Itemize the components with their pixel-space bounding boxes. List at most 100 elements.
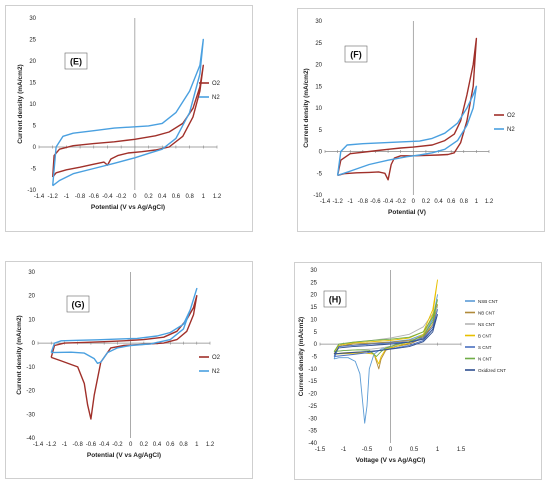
x-axis-label: Potential (V vs Ag/AgCl) bbox=[87, 452, 161, 459]
y-tick-label: -5 bbox=[317, 171, 323, 177]
x-tick-label: -1 bbox=[341, 447, 347, 453]
y-tick-label: 20 bbox=[29, 59, 36, 65]
legend-label: Oxidized CNT bbox=[478, 368, 506, 373]
x-tick-label: 0.8 bbox=[185, 194, 194, 200]
y-tick-label: 10 bbox=[29, 102, 36, 108]
y-tick-label: -10 bbox=[27, 188, 36, 194]
x-tick-label: -1 bbox=[348, 199, 354, 205]
x-tick-label: -0.4 bbox=[99, 442, 110, 448]
y-axis-label: Current density (mA/cm2) bbox=[298, 317, 305, 396]
x-tick-label: 0.8 bbox=[460, 199, 469, 205]
y-tick-label: 0 bbox=[314, 342, 318, 348]
y-tick-label: -10 bbox=[26, 365, 35, 371]
y-tick-label: 0 bbox=[319, 150, 323, 156]
y-tick-label: -10 bbox=[313, 193, 322, 199]
x-tick-label: 1 bbox=[195, 442, 199, 448]
y-tick-label: 30 bbox=[315, 19, 322, 25]
x-tick-label: -0.5 bbox=[362, 447, 373, 453]
y-tick-label: -15 bbox=[308, 379, 317, 385]
y-tick-label: -25 bbox=[308, 404, 317, 410]
chart-svg: -1.4 -1.2 -1 -0.8 -0.6 -0.4 -0.2 0 0.2 0.4 0.6 0.8 1… bbox=[303, 19, 516, 216]
y-tick-label: 15 bbox=[310, 305, 317, 311]
y-tick-label: -30 bbox=[26, 412, 35, 418]
x-tick-label: -0.8 bbox=[358, 199, 369, 205]
x-axis-label: Voltage (V vs Ag/AgCl) bbox=[356, 457, 426, 464]
chart-svg: -1.4 -1.2 -1 -0.8 -0.6 -0.4 -0.2 0 0.2 0.4 0.6 0.8 1… bbox=[16, 270, 221, 459]
series-line bbox=[52, 38, 204, 187]
x-tick-label: -1 bbox=[64, 194, 70, 200]
x-tick-label: 0.4 bbox=[158, 194, 167, 200]
x-tick-label: 1.2 bbox=[213, 194, 222, 200]
y-axis-label: Current density (mA/cm2) bbox=[16, 315, 23, 394]
x-tick-label: 0 bbox=[129, 442, 133, 448]
chart-svg: -1.5 -1 -0.5 0 0.5 1 1.5 -40 -35 -30 -25 -20 -15 -10 -… bbox=[298, 268, 506, 464]
y-tick-label: 30 bbox=[28, 270, 35, 276]
y-tick-label: 10 bbox=[28, 317, 35, 323]
y-tick-label: 15 bbox=[29, 81, 36, 87]
x-tick-label: 0.2 bbox=[422, 199, 431, 205]
y-tick-label: 25 bbox=[315, 41, 322, 47]
y-tick-label: 20 bbox=[310, 293, 317, 299]
x-tick-label: 0.4 bbox=[434, 199, 443, 205]
x-tick-label: -1.4 bbox=[33, 442, 44, 448]
chart-panel-f: -1.4 -1.2 -1 -0.8 -0.6 -0.4 -0.2 0 0.2 0.4 0.6 0.8 1… bbox=[297, 8, 545, 232]
x-tick-label: 0.2 bbox=[144, 194, 153, 200]
series-line bbox=[336, 37, 478, 181]
x-tick-label: 0.5 bbox=[410, 447, 419, 453]
panel-label-box bbox=[66, 295, 90, 313]
x-tick-label: -0.6 bbox=[370, 199, 381, 205]
x-tick-label: -1.5 bbox=[315, 447, 326, 453]
y-tick-label: 15 bbox=[315, 84, 322, 90]
x-tick-label: 0.4 bbox=[153, 442, 162, 448]
y-tick-label: 30 bbox=[29, 16, 36, 22]
x-tick-label: 0.2 bbox=[140, 442, 149, 448]
series-line bbox=[333, 314, 438, 355]
x-tick-label: 1.2 bbox=[485, 199, 494, 205]
y-tick-label: -5 bbox=[31, 167, 37, 173]
y-tick-label: -5 bbox=[312, 355, 318, 361]
legend-label: B CNT bbox=[478, 334, 492, 339]
y-tick-label: -30 bbox=[308, 416, 317, 422]
y-tick-label: 5 bbox=[314, 330, 318, 336]
y-axis-label: Current density (mA/cm2) bbox=[17, 64, 24, 143]
chart-panel-h: -1.5 -1 -0.5 0 0.5 1 1.5 -40 -35 -30 -25 -20 -15 -10 -… bbox=[294, 262, 542, 480]
y-tick-label: -40 bbox=[26, 436, 35, 442]
chart-panel-g: -1.4 -1.2 -1 -0.8 -0.6 -0.4 -0.2 0 0.2 0.4 0.6 0.8 1… bbox=[5, 261, 253, 479]
series-line bbox=[50, 295, 198, 420]
x-tick-label: -0.8 bbox=[73, 442, 84, 448]
chart-panel-e: -1.4 -1.2 -1 -0.8 -0.6 -0.4 -0.2 0 0.2 0.4 0.6 0.8 1… bbox=[5, 5, 253, 232]
x-tick-label: -1.2 bbox=[46, 442, 57, 448]
x-tick-label: -0.6 bbox=[86, 442, 97, 448]
panel-label-box bbox=[64, 52, 88, 70]
series-line bbox=[50, 287, 198, 364]
series-line bbox=[333, 294, 438, 424]
y-tick-label: 10 bbox=[315, 106, 322, 112]
y-tick-label: 25 bbox=[29, 38, 36, 44]
x-axis-label: Potential (V) bbox=[388, 209, 426, 216]
y-tick-label: 0 bbox=[33, 145, 37, 151]
y-tick-label: 0 bbox=[32, 341, 36, 347]
y-tick-label: -20 bbox=[308, 392, 317, 398]
chart-svg: -1.4 -1.2 -1 -0.8 -0.6 -0.4 -0.2 0 0.2 0.4 0.6 0.8 1… bbox=[17, 16, 222, 211]
x-tick-label: -0.8 bbox=[75, 194, 86, 200]
legend-label: N2 bbox=[212, 369, 220, 375]
y-tick-label: 25 bbox=[310, 280, 317, 286]
panel-label: (E) bbox=[70, 57, 82, 67]
x-tick-label: -0.6 bbox=[89, 194, 100, 200]
y-tick-label: 20 bbox=[315, 63, 322, 69]
panel-label: (G) bbox=[72, 300, 85, 310]
x-tick-label: 0.6 bbox=[447, 199, 456, 205]
x-tick-label: 0 bbox=[412, 199, 416, 205]
series-line bbox=[333, 299, 438, 357]
x-tick-label: -0.2 bbox=[116, 194, 127, 200]
y-tick-label: 10 bbox=[310, 317, 317, 323]
series-line bbox=[52, 64, 204, 178]
legend-label: N CNT bbox=[478, 357, 492, 362]
legend-label: NB CNT bbox=[478, 311, 495, 316]
y-tick-label: 20 bbox=[28, 294, 35, 300]
legend-label: NS CNT bbox=[478, 322, 495, 327]
legend-label: NSB CNT bbox=[478, 299, 498, 304]
y-tick-label: -35 bbox=[308, 429, 317, 435]
x-tick-label: -0.2 bbox=[396, 199, 407, 205]
x-tick-label: 0.6 bbox=[166, 442, 175, 448]
